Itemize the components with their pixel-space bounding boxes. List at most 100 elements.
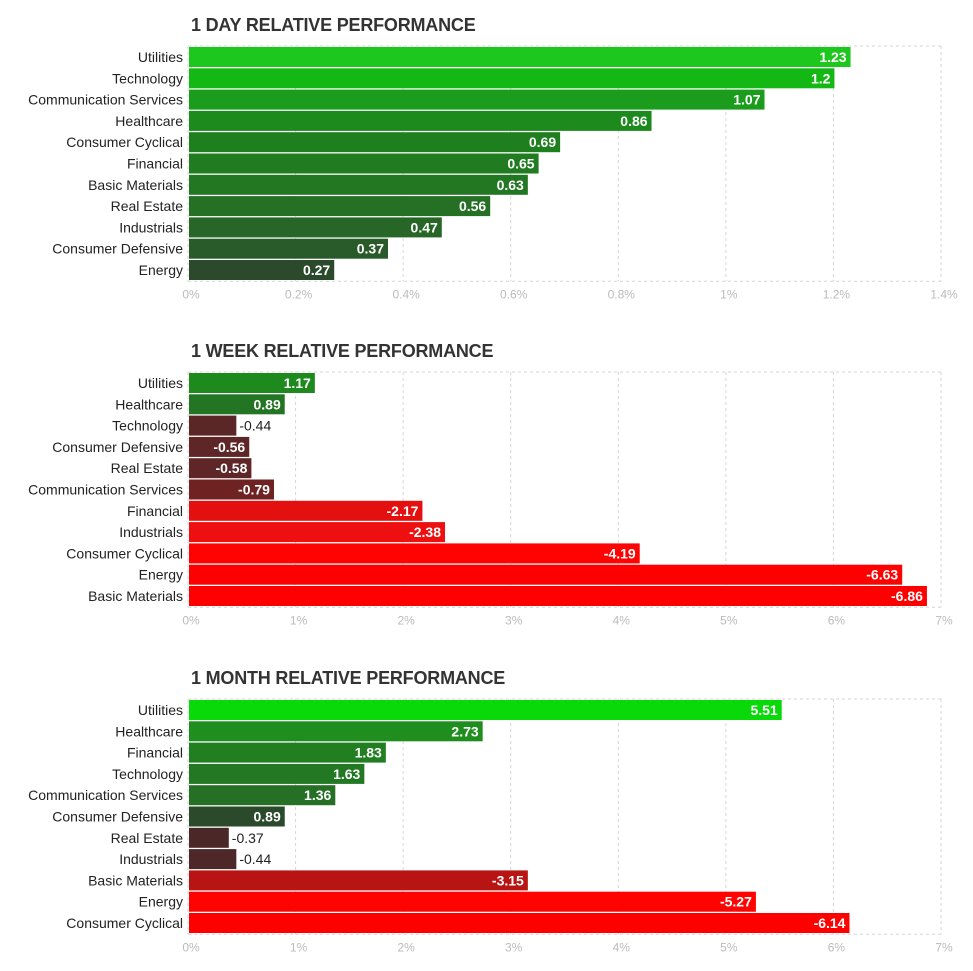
day-tick-label: 0% [182,287,200,301]
month-bar [189,806,285,827]
month-value-label: -5.27 [720,894,752,910]
day-bars: Utilities 1.23 Technology 1.2 Communication … [28,47,851,280]
week-value-label: -4.19 [604,545,636,561]
day-bar [189,68,835,89]
day-tick-label: 0.4% [392,287,420,301]
week-category-label: Financial [127,503,183,519]
day-value-label: 0.69 [529,134,556,150]
week-bar [189,479,274,500]
week-value-label: -2.17 [387,503,419,519]
day-x-axis: 0% 0.2% 0.4% 0.6% 0.8% 1% 1.2% 1.4% [182,287,958,301]
week-tick-label: 6% [828,613,846,627]
week-bar [189,394,285,415]
week-performance-chart: 0% 1% 2% 3% 4% 5% 6% 7% Utilities 1.17 Healthcare 0… [28,371,953,627]
week-tick-label: 5% [720,613,738,627]
week-bar [189,564,903,585]
week-bar [189,500,423,521]
month-bar [189,827,229,848]
month-x-axis: 0% 1% 2% 3% 4% 5% 6% 7% [182,940,953,954]
week-bar [189,373,315,393]
month-category-label: Consumer Defensive [52,809,183,825]
month-value-label: 5.51 [750,702,777,718]
day-tick-label: 1% [720,287,738,301]
month-category-label: Healthcare [115,723,183,739]
month-performance-chart: 0% 1% 2% 3% 4% 5% 6% 7% Utilities 5.51 Healthcare 2… [28,698,953,954]
day-bar [189,89,765,110]
day-bar [189,110,652,131]
week-category-label: Real Estate [111,460,184,476]
week-tick-label: 2% [397,613,415,627]
day-category-label: Real Estate [111,198,184,214]
week-value-label: -6.63 [866,567,898,583]
month-category-label: Utilities [138,702,183,718]
week-bar [189,436,250,457]
day-category-label: Consumer Defensive [52,241,183,257]
day-value-label: 1.07 [733,92,760,108]
month-bars: Utilities 5.51 Healthcare 2.73 Financial 1.83… [28,700,850,933]
month-category-label: Energy [139,894,183,910]
day-value-label: 1.23 [819,49,846,65]
day-tick-label: 0.6% [500,287,528,301]
day-tick-label: 0.8% [608,287,636,301]
day-bar [189,174,528,195]
month-category-label: Communication Services [28,787,183,803]
week-category-label: Consumer Defensive [52,439,183,455]
month-value-label: 1.83 [355,745,382,761]
week-bar [189,586,927,606]
month-value-label: 1.36 [304,787,331,803]
week-category-label: Utilities [138,375,183,391]
day-bar [189,217,442,238]
week-value-label: 0.89 [253,396,280,412]
day-category-label: Utilities [138,49,183,65]
week-tick-label: 4% [613,613,631,627]
month-chart-title: 1 MONTH RELATIVE PERFORMANCE [191,668,506,688]
day-value-label: 0.56 [459,198,486,214]
month-bar [189,849,237,870]
week-x-axis: 0% 1% 2% 3% 4% 5% 6% 7% [182,613,953,627]
day-bar [189,47,851,67]
month-value-label: -0.44 [239,851,271,867]
week-bar [189,458,252,479]
month-category-label: Consumer Cyclical [66,915,183,931]
week-value-label: 1.17 [284,375,311,391]
month-tick-label: 0% [182,940,200,954]
day-bar [189,196,491,217]
day-tick-label: 1.2% [823,287,851,301]
month-tick-label: 7% [935,940,953,954]
week-value-label: -6.86 [891,588,923,604]
week-bar [189,522,446,543]
day-value-label: 1.2 [811,70,831,86]
week-bars: Utilities 1.17 Healthcare 0.89 Technology -0.… [28,373,927,606]
week-category-label: Technology [112,418,183,434]
month-value-label: -0.37 [232,830,264,846]
week-tick-label: 3% [505,613,523,627]
month-tick-label: 1% [290,940,308,954]
day-category-label: Energy [139,262,183,278]
day-tick-label: 1.4% [930,287,958,301]
month-category-label: Financial [127,745,183,761]
week-chart-title: 1 WEEK RELATIVE PERFORMANCE [191,341,494,361]
month-bar [189,785,336,806]
week-category-label: Basic Materials [88,588,183,604]
day-category-label: Healthcare [115,113,183,129]
day-value-label: 0.37 [357,241,384,257]
month-value-label: 2.73 [451,723,478,739]
week-bar [189,543,640,564]
day-category-label: Financial [127,156,183,172]
day-category-label: Technology [112,70,183,86]
day-value-label: 0.65 [507,156,534,172]
week-value-label: -0.58 [215,460,247,476]
month-category-label: Real Estate [111,830,184,846]
week-category-label: Communication Services [28,482,183,498]
day-bar [189,260,335,280]
month-value-label: 0.89 [253,809,280,825]
day-chart-title: 1 DAY RELATIVE PERFORMANCE [191,15,476,35]
day-bar [189,153,539,174]
month-bar [189,891,756,912]
month-category-label: Basic Materials [88,872,183,888]
month-value-label: 1.63 [333,766,360,782]
month-tick-label: 5% [720,940,738,954]
day-tick-label: 0.2% [285,287,313,301]
week-value-label: -0.79 [238,482,270,498]
week-value-label: -0.56 [213,439,245,455]
